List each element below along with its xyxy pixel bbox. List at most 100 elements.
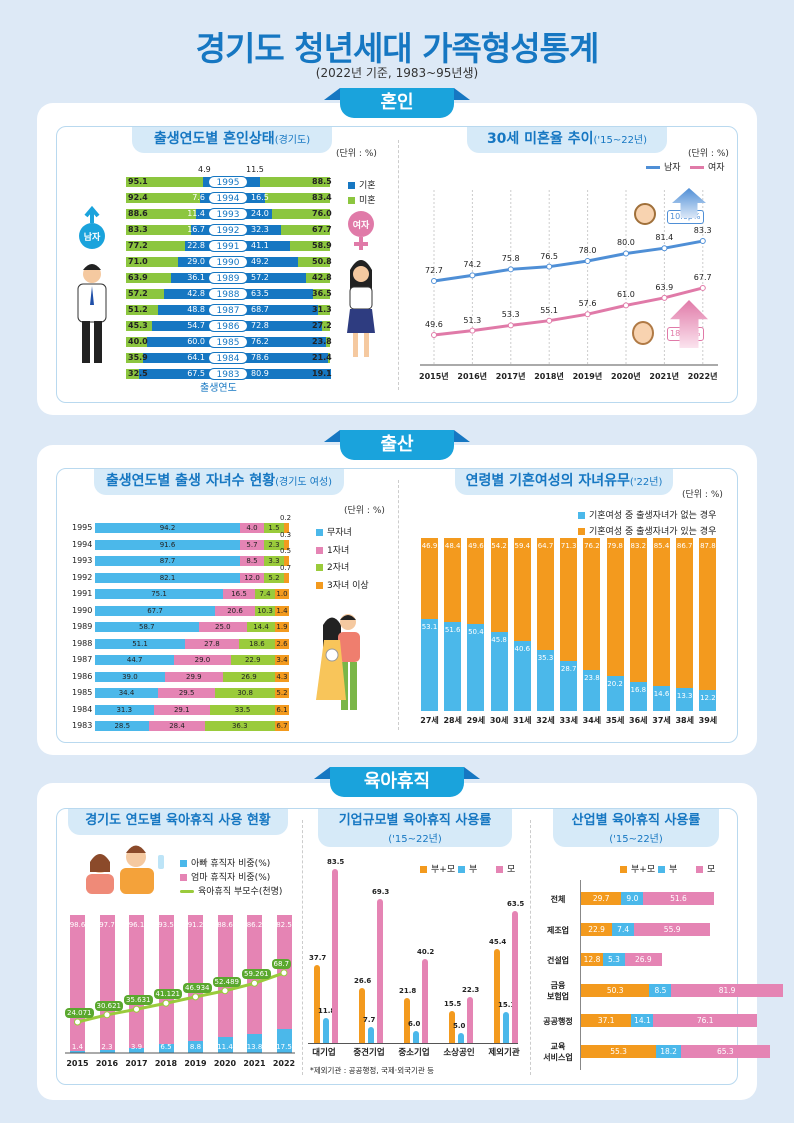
x-tick-label: 34세 bbox=[582, 716, 602, 725]
label-female-married: 24.0 bbox=[251, 209, 269, 218]
label-male-unmarried: 95.1 bbox=[128, 177, 148, 186]
legend-swatch bbox=[316, 581, 323, 589]
data-label: 3.3 bbox=[268, 557, 280, 565]
legend-swatch bbox=[348, 182, 355, 189]
marriage-inner-box bbox=[56, 126, 738, 403]
data-label: 18.6 bbox=[249, 639, 265, 648]
x-tick-label: 2017년 bbox=[495, 372, 526, 381]
bar bbox=[323, 1018, 329, 1043]
x-tick-label: 33세 bbox=[559, 716, 578, 725]
parents-count-line bbox=[77, 971, 285, 1024]
page-subtitle: (2022년 기준, 1983~95년생) bbox=[315, 66, 479, 80]
x-tick-label: 2018 bbox=[154, 1059, 178, 1068]
bar-segment bbox=[174, 655, 231, 665]
data-label: 2.6 bbox=[276, 639, 288, 648]
data-label: 51.1 bbox=[132, 639, 148, 648]
data-label: 79.8 bbox=[607, 542, 623, 550]
label-male-married: 64.1 bbox=[187, 353, 205, 362]
data-label: 11.4 bbox=[217, 1043, 233, 1051]
data-label: 51.6 bbox=[670, 894, 687, 903]
y-tick-label: 1992 bbox=[72, 572, 93, 582]
data-label: 63.5 bbox=[507, 899, 525, 908]
bar-mom-share bbox=[217, 915, 233, 1038]
data-label: 1.0 bbox=[276, 590, 288, 598]
legend-item: 기혼여성 중 출생자녀가 있는 경우 bbox=[578, 524, 716, 537]
chart-title-leave-company: 기업규모별 육아휴직 사용률 ('15~22년) bbox=[318, 809, 512, 847]
data-label: 63.9 bbox=[655, 282, 674, 292]
data-label: 26.9 bbox=[634, 955, 652, 964]
legend-item: 남자 bbox=[646, 160, 681, 173]
data-label: 49.6 bbox=[468, 542, 484, 550]
bar-segment bbox=[95, 605, 216, 616]
bar-female-unmarried bbox=[228, 193, 330, 203]
data-label: 1.5 bbox=[268, 524, 280, 532]
bar-segment bbox=[149, 721, 205, 731]
bar-with-children bbox=[629, 538, 647, 682]
bar-no-children bbox=[676, 687, 694, 711]
bar-dad-share bbox=[188, 1040, 203, 1053]
data-point bbox=[661, 294, 668, 301]
legend-swatch bbox=[458, 866, 465, 873]
data-label: 97.7 bbox=[99, 921, 115, 929]
data-label: 76.1 bbox=[696, 1016, 714, 1025]
data-label: 3.4 bbox=[276, 656, 288, 664]
bar-segment bbox=[95, 556, 240, 566]
bar bbox=[449, 1010, 455, 1043]
bar-segment bbox=[631, 1014, 654, 1027]
bar-female-married bbox=[228, 369, 331, 379]
data-label: 5.0 bbox=[453, 1021, 466, 1030]
bar-male-married bbox=[171, 273, 228, 283]
bar-dad-share bbox=[217, 1037, 233, 1053]
bar-segment bbox=[255, 605, 275, 616]
y-tick-label: 1995 bbox=[72, 523, 93, 532]
section-tab-marriage: 혼인 bbox=[324, 88, 470, 118]
legend-label: 모 bbox=[707, 865, 716, 875]
data-label: 81.4 bbox=[655, 233, 674, 243]
bar bbox=[314, 964, 320, 1043]
legend-swatch bbox=[658, 866, 665, 873]
bar-male-unmarried bbox=[126, 225, 228, 235]
line-data-label: 24.071 bbox=[65, 1008, 94, 1018]
line-data-label: 68.7 bbox=[271, 958, 292, 969]
legend-swatch bbox=[578, 512, 585, 519]
legend-swatch bbox=[696, 866, 703, 873]
bar-segment bbox=[240, 539, 264, 550]
bar-segment bbox=[95, 523, 240, 533]
label-male-unmarried: 35.9 bbox=[128, 353, 148, 362]
bar-segment bbox=[275, 622, 289, 632]
x-tick-label: 2015 bbox=[66, 1059, 89, 1068]
footnote: *제외기관 : 공공행정, 국제·외국기관 등 bbox=[310, 1066, 435, 1075]
data-label: 1.4 bbox=[71, 1043, 84, 1051]
x-tick-label: 38세 bbox=[675, 716, 694, 725]
bar-no-children bbox=[444, 621, 462, 711]
legend-swatch bbox=[316, 529, 323, 536]
bar-segment bbox=[581, 922, 613, 936]
y-tick-label: 1984 bbox=[72, 704, 93, 714]
label-female-unmarried: 19.1 bbox=[312, 369, 332, 378]
data-label: 10.3 bbox=[257, 606, 273, 615]
bar-segment bbox=[643, 892, 714, 905]
data-label: 1.9 bbox=[276, 623, 288, 631]
bar-segment bbox=[222, 589, 255, 599]
bar-segment bbox=[653, 1014, 757, 1027]
bar-female-married bbox=[228, 353, 329, 363]
bar-segment bbox=[275, 721, 289, 731]
bar-segment bbox=[95, 539, 240, 550]
data-label: 22.9 bbox=[244, 656, 261, 664]
bar-no-children bbox=[629, 681, 647, 711]
data-label: 87.7 bbox=[159, 557, 176, 565]
data-label: 28.5 bbox=[114, 722, 131, 730]
data-label: 83.5 bbox=[327, 858, 345, 867]
bar-segment bbox=[198, 622, 248, 632]
data-label: 23.8 bbox=[584, 673, 600, 682]
bar-no-children bbox=[513, 640, 531, 711]
data-label: 74.2 bbox=[463, 260, 482, 270]
year-label: 1988 bbox=[208, 288, 248, 300]
legend-line bbox=[646, 166, 660, 169]
label-female-unmarried: 27.2 bbox=[312, 321, 332, 330]
data-label: 50.4 bbox=[468, 627, 484, 636]
bar-dad-share bbox=[129, 1047, 144, 1053]
bar-segment bbox=[264, 523, 284, 533]
line-data-label: 30.621 bbox=[94, 1000, 123, 1011]
divider bbox=[398, 480, 399, 730]
